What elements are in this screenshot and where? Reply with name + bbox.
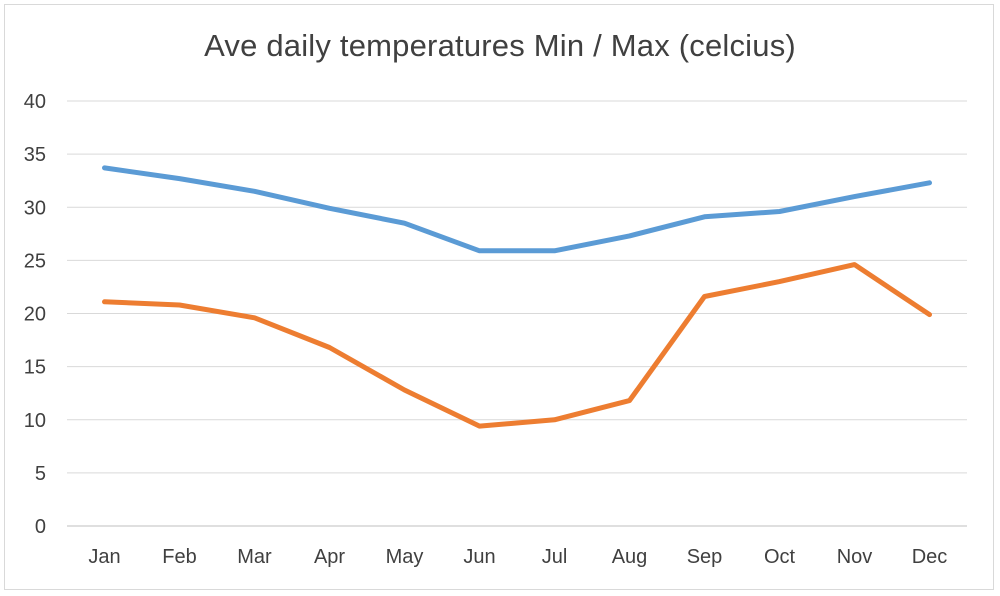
chart-title: Ave daily temperatures Min / Max (celciu… [204,28,796,63]
x-tick-label: Dec [912,546,948,568]
x-tick-label: Nov [837,546,873,568]
series-line [102,165,932,254]
x-tick-label: Jul [542,546,568,568]
y-tick-label: 30 [24,197,46,219]
y-tick-label: 15 [24,357,46,379]
gridlines [67,100,967,527]
x-tick-label: Sep [687,546,723,568]
x-tick-label: Feb [162,546,196,568]
y-tick-label: 0 [35,516,46,538]
x-tick-label: Aug [612,546,648,568]
chart-frame [4,4,994,590]
x-tick-label: Oct [764,546,796,568]
x-axis-tick-labels: Jan Feb Mar Apr May Jun Jul Aug Sep Oct Nov Dec [88,546,947,568]
y-tick-label: 25 [24,250,46,272]
y-tick-label: 5 [35,463,46,485]
x-tick-label: Mar [237,546,272,568]
x-tick-label: May [386,546,424,568]
y-tick-label: 35 [24,144,46,166]
y-tick-label: 20 [24,304,46,326]
y-tick-label: 40 [24,91,46,113]
y-axis-tick-labels: 0 5 10 15 20 25 30 35 40 [24,91,46,538]
x-tick-label: Jun [463,546,495,568]
y-tick-label: 10 [24,410,46,432]
x-tick-label: Apr [314,546,345,568]
series-1 [102,262,932,429]
x-tick-label: Jan [88,546,120,568]
series-0 [102,165,932,254]
series-lines [102,165,932,429]
series-line [102,262,932,429]
